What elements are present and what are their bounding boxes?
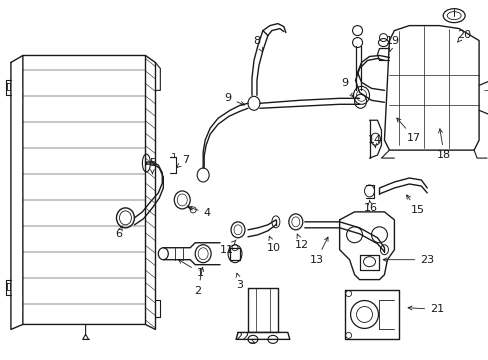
Text: 23: 23 (383, 255, 433, 265)
Text: 21: 21 (407, 305, 444, 315)
Text: 11: 11 (220, 240, 236, 255)
Text: 2: 2 (194, 267, 203, 296)
Text: 7: 7 (176, 155, 188, 168)
Text: 9: 9 (224, 93, 244, 105)
Text: 16: 16 (363, 200, 377, 213)
Text: 4: 4 (187, 206, 210, 218)
Text: 15: 15 (406, 195, 424, 215)
Text: 20: 20 (456, 30, 470, 42)
Text: 14: 14 (366, 135, 381, 148)
Text: 3: 3 (236, 273, 243, 289)
Text: 22: 22 (234, 332, 254, 343)
Text: 10: 10 (266, 236, 280, 253)
Text: 19: 19 (385, 36, 399, 51)
Text: 1: 1 (178, 260, 203, 278)
Text: 6: 6 (115, 226, 122, 239)
Text: 13: 13 (309, 237, 327, 265)
Text: 18: 18 (436, 129, 450, 160)
Text: 12: 12 (294, 234, 308, 250)
Text: 17: 17 (396, 118, 421, 143)
Text: 5: 5 (148, 158, 156, 174)
Text: 8: 8 (253, 36, 262, 52)
Text: 9: 9 (340, 78, 353, 97)
